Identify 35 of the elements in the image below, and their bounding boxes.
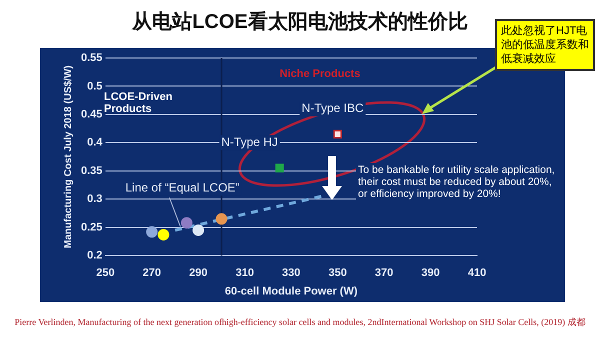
- point: [180, 217, 192, 229]
- annotation: N-Type HJ: [221, 135, 278, 150]
- x-tick-label: 390: [421, 267, 440, 280]
- y-axis-title: Manufacturing Cost July 2018 (US$/W): [62, 65, 74, 248]
- x-tick-label: 310: [236, 267, 254, 280]
- annotation: LCOE-Driven Products: [104, 91, 174, 115]
- x-tick-label: 370: [374, 267, 394, 280]
- point: [158, 228, 170, 240]
- point: [333, 130, 342, 139]
- y-tick-label: 0.25: [80, 221, 102, 234]
- point: [146, 226, 158, 238]
- text: Pierre Verlinden, Manufacturing of the next generation ofhigh-efficiency solar cells and modules, 2ndInternational Workshop on SHJ Solar Cells, (2019) 成都: [14, 316, 586, 329]
- y-tick-label: 0.35: [80, 164, 102, 177]
- x-tick-label: 290: [189, 267, 208, 280]
- annotation: Niche Products: [278, 68, 362, 80]
- x-tick-label: 250: [96, 267, 115, 280]
- point: [275, 164, 284, 172]
- x-axis-title: 60-cell Module Power (W): [224, 285, 358, 298]
- text: 此处忽视了HJT电池的低温度系数和低衰减效应: [495, 19, 595, 71]
- x-tick-label: 330: [282, 267, 300, 280]
- chart-title: 从电站LCOE看太阳电池技术的性价比: [132, 11, 468, 33]
- annotation: N-Type IBC: [302, 101, 364, 116]
- point: [192, 224, 204, 236]
- annotation: Line of “Equal LCOE”: [125, 180, 240, 195]
- y-tick-label: 0.3: [87, 193, 102, 206]
- y-tick-label: 0.4: [87, 136, 104, 149]
- x-tick-label: 270: [142, 267, 162, 280]
- y-tick-label: 0.55: [80, 52, 102, 64]
- x-tick-label: 350: [328, 267, 347, 280]
- y-tick-label: 0.2: [87, 250, 102, 262]
- annotation: To be bankable for utility scale application, their cost must be reduced by about 20%, or efficiency improved by 20%!: [356, 163, 565, 201]
- y-tick-label: 0.45: [80, 108, 102, 120]
- x-tick-label: 410: [468, 267, 486, 280]
- point: [216, 213, 228, 225]
- y-tick-label: 0.5: [87, 80, 102, 92]
